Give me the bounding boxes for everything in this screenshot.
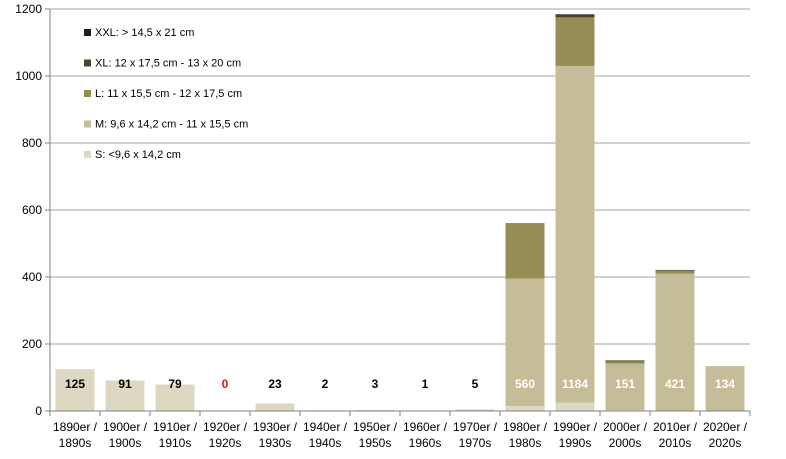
bar-segment [505, 223, 545, 225]
data-label: 134 [715, 377, 735, 391]
x-tick-label: 1890s [59, 436, 92, 450]
bar-segment [605, 363, 645, 410]
bar-segment [655, 273, 695, 411]
legend-label: XL: 12 x 17,5 cm - 13 x 20 cm [95, 58, 241, 70]
bar-segment [605, 409, 645, 411]
x-tick-label: 1910s [159, 436, 192, 450]
legend-swatch [84, 120, 91, 128]
data-label: 5 [472, 377, 479, 391]
data-label: 3 [372, 377, 379, 391]
y-axis: 0 200 400 600 800 1000 1200 [15, 2, 51, 418]
x-tick-label: 1970s [459, 436, 492, 450]
x-tick-label: 1990s [559, 436, 592, 450]
x-tick-label: 1950er / [353, 420, 398, 434]
y-tick-label: 800 [22, 136, 42, 150]
x-tick-label: 1990er / [553, 420, 598, 434]
legend-swatch [84, 90, 91, 97]
x-tick-label: 1930er / [253, 420, 298, 434]
bar-segment [605, 361, 645, 364]
bar-segment [455, 409, 495, 411]
bar-segment [705, 366, 745, 411]
y-tick-label: 600 [22, 203, 42, 217]
x-tick-label: 2010s [659, 436, 692, 450]
x-tick-label: 2000s [609, 436, 642, 450]
y-tick-label: 1200 [15, 2, 42, 16]
legend-swatch [84, 59, 91, 67]
x-tick-label: 1980s [509, 436, 542, 450]
bar-segment [355, 409, 395, 411]
legend-label: S: <9,6 x 14,2 cm [95, 149, 181, 161]
y-tick-label: 1000 [15, 69, 42, 83]
bar-segment [555, 17, 595, 66]
x-tick-label: 2020er / [703, 420, 748, 434]
x-tick-label: 2020s [709, 436, 742, 450]
x-tick-label: 2010er / [653, 420, 698, 434]
x-tick-label: 1960s [409, 436, 442, 450]
data-label: 79 [168, 377, 182, 391]
data-label: 23 [268, 377, 282, 391]
bar-segment [505, 405, 545, 411]
y-tick-label: 0 [35, 404, 42, 418]
legend-swatch [84, 151, 91, 158]
legend-label: XXL: > 14,5 x 21 cm [95, 27, 194, 39]
bar-segment [605, 360, 645, 362]
y-tick-label: 400 [22, 270, 42, 284]
legend-label: M: 9,6 x 14,2 cm - 11 x 15,5 cm [95, 119, 248, 131]
x-tick-label: 1920er / [203, 420, 248, 434]
data-label: 151 [615, 377, 635, 391]
data-label: 421 [665, 377, 685, 391]
legend: XXL: > 14,5 x 21 cm XL: 12 x 17,5 cm - 13… [84, 27, 248, 161]
bar-segment [55, 369, 95, 411]
bar-segment [655, 269, 695, 271]
data-label: 560 [515, 377, 535, 391]
x-tick-label: 2000er / [603, 420, 648, 434]
x-tick-label: 1930s [259, 436, 292, 450]
data-label: 125 [65, 377, 85, 391]
x-tick-label: 1920s [209, 436, 242, 450]
data-label: 2 [322, 377, 329, 391]
bar-segment [555, 15, 595, 18]
x-axis: 1890er / 1890s 1900er / 1900s 1910er / 1910s 1… [49, 410, 751, 450]
bar-segment [255, 403, 295, 411]
bar-segment [505, 224, 545, 279]
bar-segment [555, 14, 595, 16]
x-tick-label: 1950s [359, 436, 392, 450]
legend-label: L: 11 x 15,5 cm - 12 x 17,5 cm [95, 88, 242, 100]
x-tick-label: 1940s [309, 436, 342, 450]
bar-segment [555, 402, 595, 411]
x-tick-label: 1960er / [403, 420, 448, 434]
data-label: 0 [222, 377, 229, 391]
legend-swatch [84, 29, 91, 36]
x-tick-label: 1980er / [503, 420, 548, 434]
bar-segment [655, 270, 695, 274]
data-labels: 125 91 79 0 23 2 3 1 5 560 1184 151 421 134 [65, 377, 735, 391]
x-tick-label: 1890er / [53, 420, 98, 434]
x-tick-label: 1910er / [153, 420, 198, 434]
bars [55, 14, 745, 411]
bar-segment [555, 65, 595, 403]
data-label: 1 [422, 377, 429, 391]
gridlines [50, 8, 750, 345]
bar-segment [505, 278, 545, 406]
y-tick-label: 200 [22, 337, 42, 351]
x-tick-label: 1970er / [453, 420, 498, 434]
x-tick-label: 1900s [109, 436, 142, 450]
data-label: 91 [118, 377, 132, 391]
bar-segment [155, 384, 195, 411]
x-tick-label: 1900er / [103, 420, 148, 434]
bar-segment [105, 380, 145, 411]
data-label: 1184 [562, 377, 588, 391]
x-tick-label: 1940er / [303, 420, 348, 434]
